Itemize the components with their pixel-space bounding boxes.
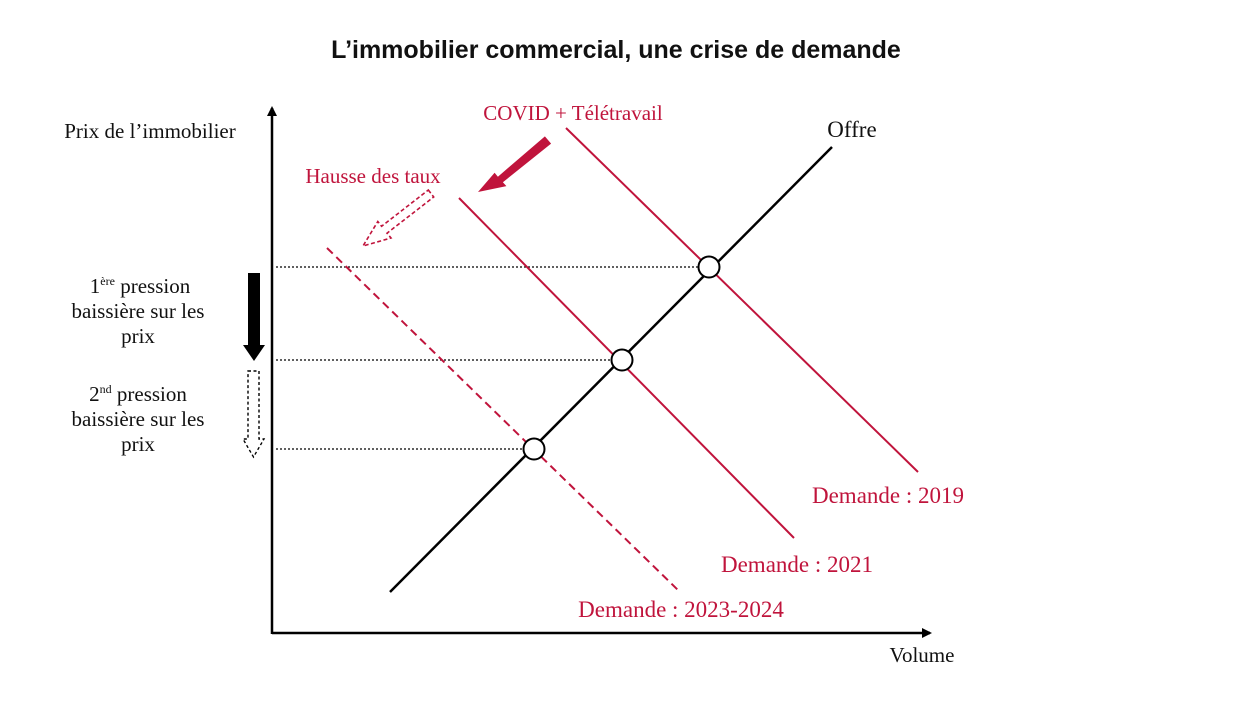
equilibrium-point-2021: [610, 348, 634, 372]
first-pressure-arrow-icon: [243, 273, 265, 361]
y-axis-label: Prix de l’immobilier: [64, 119, 235, 143]
second-pressure-line3: prix: [121, 432, 155, 456]
demand-curve-2023-2024: [326, 247, 681, 593]
shock-label-rates: Hausse des taux: [305, 164, 441, 188]
second-pressure-line1: 2nd pression: [89, 382, 187, 406]
second-pressure-line2: baissière sur les: [72, 407, 205, 431]
demand-shift-arrow-icon: [478, 136, 552, 192]
demand-label-2019: Demande : 2019: [812, 483, 964, 508]
demand-curve-2019: [565, 127, 919, 473]
first-pressure-line3: prix: [121, 324, 155, 348]
equilibrium-point-2019: [697, 255, 721, 279]
demand-label-2023-2024: Demande : 2023-2024: [578, 597, 784, 622]
shock-label-covid: COVID + Télétravail: [483, 101, 663, 125]
equilibrium-point-2023: [522, 437, 546, 461]
supply-curve: [389, 146, 833, 593]
diagram-title: L’immobilier commercial, une crise de de…: [331, 36, 901, 64]
first-pressure-line1: 1ère pression: [90, 274, 191, 298]
first-pressure-line2: baissière sur les: [72, 299, 205, 323]
demand-label-2021: Demande : 2021: [721, 552, 873, 577]
x-axis-label: Volume: [890, 643, 955, 667]
rates-shift-arrow-icon: [361, 188, 435, 248]
supply-label: Offre: [827, 117, 876, 142]
second-pressure-arrow-icon: [241, 370, 266, 459]
